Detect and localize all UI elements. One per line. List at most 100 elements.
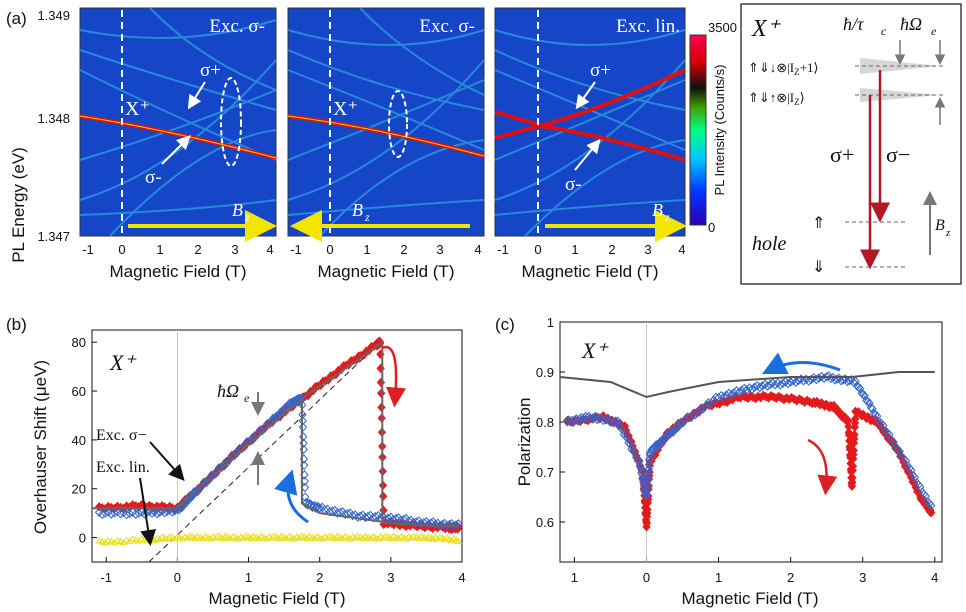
- data-point: [368, 512, 378, 523]
- x-tick-label: 2: [787, 570, 794, 585]
- x-tick: 0: [118, 242, 125, 257]
- panel-b-xlabel: Magnetic Field (T): [209, 589, 346, 608]
- data-point: [753, 380, 762, 391]
- x-tick-label: 1: [571, 570, 578, 585]
- data-point: [566, 417, 575, 427]
- data-point: [298, 422, 308, 432]
- data-point: [447, 518, 456, 529]
- panel-a-label: (a): [6, 9, 27, 28]
- data-point: [377, 388, 386, 399]
- x-tick: -1: [497, 242, 509, 257]
- data-point: [760, 379, 770, 390]
- panel-a-xlabel-3: Magnetic Field (T): [522, 262, 659, 281]
- data-point: [698, 404, 708, 414]
- data-point: [848, 473, 857, 483]
- ld-hole-up: ⇑: [812, 215, 825, 232]
- data-point: [893, 444, 902, 455]
- data-point: [98, 509, 107, 520]
- ld-omega-sub: e: [931, 24, 937, 38]
- data-point: [925, 498, 934, 509]
- x-tick: 4: [474, 242, 481, 257]
- data-point: [454, 519, 463, 529]
- ld-lower-state: ⇑⇓↑⊗|IZ⟩: [748, 90, 805, 107]
- data-point: [676, 417, 686, 427]
- x-tick: 0: [326, 242, 333, 257]
- panel-a-xlabel-2: Magnetic Field (T): [318, 262, 455, 281]
- data-point: [431, 519, 440, 529]
- data-point: [104, 536, 113, 544]
- data-point: [376, 377, 386, 388]
- exc-lin-label: Exc. lin.: [96, 459, 150, 476]
- data-point: [116, 537, 125, 545]
- data-point: [644, 465, 653, 475]
- ld-sigma-minus: σ−: [886, 142, 910, 167]
- x-tick: 4: [678, 242, 685, 257]
- data-point: [429, 535, 438, 543]
- data-point: [645, 455, 654, 465]
- data-point: [642, 518, 651, 529]
- data-point: [603, 413, 612, 424]
- data-point: [605, 416, 614, 426]
- data-point: [635, 460, 644, 471]
- data-point: [451, 520, 461, 530]
- data-point: [706, 398, 716, 409]
- data-point: [719, 392, 728, 402]
- data-point: [202, 477, 211, 488]
- polarization-plot: 1 0 1 2 3 4 0.6 0.7 0.8 0.9 1: [536, 315, 938, 585]
- data-point: [843, 376, 852, 387]
- data-point: [454, 537, 463, 545]
- data-point: [646, 446, 656, 457]
- data-point: [927, 507, 936, 518]
- ld-hole: hole: [752, 233, 787, 255]
- heatmap-subplot-2: [287, 7, 485, 242]
- data-point: [781, 377, 790, 387]
- exc-sigma-label: Exc. σ−: [96, 427, 147, 444]
- ld-upper-state: ⇑⇓↓⊗|IZ+1⟩: [748, 60, 819, 77]
- data-point: [588, 413, 598, 423]
- x-tick-label: 4: [931, 570, 938, 585]
- panel-a-ytick: 1.348: [37, 111, 70, 126]
- y-tick-label: 0.8: [536, 415, 554, 430]
- data-point: [747, 384, 757, 394]
- data-point: [644, 469, 653, 480]
- data-point: [877, 418, 886, 429]
- ld-hole-down: ⇓: [812, 259, 825, 276]
- data-point: [664, 428, 673, 439]
- homega-sub: e: [244, 391, 250, 405]
- panel-b-frame: [91, 329, 463, 563]
- x-tick: 3: [231, 242, 238, 257]
- x-tick: 1: [571, 242, 578, 257]
- y-tick-label: 0.9: [536, 365, 554, 380]
- data-point: [848, 461, 858, 471]
- y-tick-label: 0: [79, 531, 86, 546]
- data-point: [686, 412, 695, 423]
- panel-a-xticks: -1 0 1 2 3 4 -1 0 1 2 3 4 -1 0 1 2 3 4: [82, 242, 685, 257]
- data-point: [442, 520, 452, 531]
- homega-label: ħΩ: [217, 381, 239, 401]
- y-tick-label: 20: [72, 482, 86, 497]
- data-point: [599, 415, 608, 426]
- data-point: [845, 375, 854, 386]
- data-point: [691, 409, 700, 420]
- data-point: [637, 467, 646, 478]
- x-tick: 2: [194, 242, 201, 257]
- colorbar-min: 0: [708, 220, 715, 235]
- svg-text:z: z: [364, 210, 370, 224]
- data-point: [445, 519, 454, 530]
- data-point: [645, 454, 654, 464]
- data-point: [301, 498, 310, 509]
- data-point: [157, 506, 167, 516]
- panel-a-xlabel-1: Magnetic Field (T): [110, 262, 247, 281]
- data-point: [303, 500, 312, 510]
- sigma-plus-label: σ+: [200, 60, 221, 81]
- panel-a-ylabel: PL Energy (eV): [9, 147, 28, 263]
- data-point: [830, 375, 840, 385]
- ld-hbar-omega: ħΩ: [900, 14, 922, 34]
- data-point: [601, 414, 610, 425]
- data-point: [644, 464, 653, 474]
- y-tick-label: 60: [72, 384, 86, 399]
- data-point: [851, 414, 860, 424]
- data-point: [145, 506, 154, 516]
- data-point: [789, 375, 798, 386]
- panel-b-label: (b): [6, 315, 27, 334]
